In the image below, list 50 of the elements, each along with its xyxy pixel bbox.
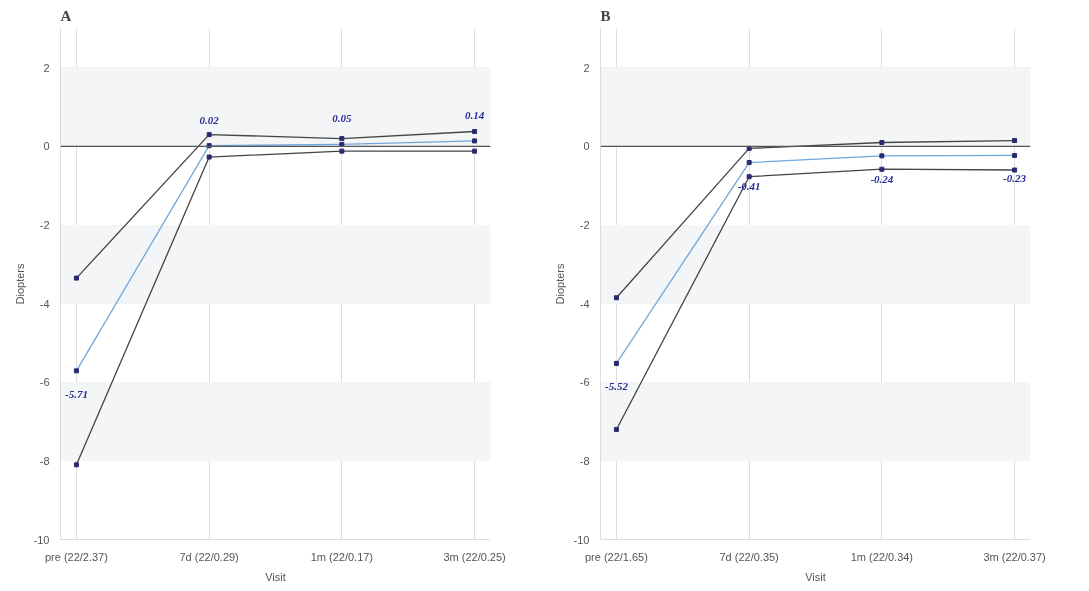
y-axis-title: Diopters [13, 263, 26, 305]
x-tick-label: 7d (22/0.29) [179, 550, 239, 563]
point [339, 148, 345, 154]
y-tick-label: -4 [579, 297, 590, 310]
data-label: 0.02 [199, 113, 220, 126]
y-tick-label: -4 [39, 297, 50, 310]
y-tick-label: -6 [579, 376, 590, 389]
x-tick-label: pre (22/1.65) [584, 550, 648, 563]
y-tick-label: 2 [583, 61, 590, 74]
y-tick-label: -2 [579, 219, 590, 232]
data-label: -0.24 [870, 172, 894, 185]
point [1012, 167, 1018, 173]
point [613, 426, 619, 432]
y-tick-label: 0 [43, 140, 50, 153]
point [1012, 138, 1018, 144]
x-tick-label: 7d (22/0.35) [719, 550, 779, 563]
y-tick-label: -10 [33, 533, 50, 546]
data-label: -0.23 [1003, 172, 1027, 185]
x-axis-title: Visit [265, 570, 286, 583]
point [339, 136, 345, 142]
x-tick-label: 3m (22/0.37) [983, 550, 1046, 563]
y-tick-label: -2 [39, 219, 50, 232]
chart-title: A [60, 7, 72, 24]
point [472, 128, 478, 134]
y-tick-label: -8 [579, 454, 590, 467]
x-axis-title: Visit [805, 570, 826, 583]
point [206, 132, 212, 138]
x-tick-label: pre (22/2.37) [44, 550, 108, 563]
point [613, 295, 619, 301]
y-tick-label: 2 [43, 61, 50, 74]
point [472, 148, 478, 154]
data-label: 0.05 [332, 112, 352, 125]
y-tick-label: 0 [583, 140, 590, 153]
point [206, 154, 212, 160]
data-label: 0.14 [464, 108, 485, 121]
point [879, 139, 885, 145]
y-axis-title: Diopters [553, 263, 566, 305]
point [746, 174, 752, 180]
data-label: -5.71 [64, 387, 88, 400]
point [73, 462, 79, 468]
x-tick-label: 1m (22/0.17) [310, 550, 374, 563]
point [73, 275, 79, 281]
y-tick-label: -10 [573, 533, 590, 546]
y-tick-label: -8 [39, 454, 50, 467]
x-tick-label: 3m (22/0.25) [443, 550, 506, 563]
y-tick-label: -6 [39, 376, 50, 389]
x-tick-label: 1m (22/0.34) [850, 550, 914, 563]
point [879, 166, 885, 172]
chart-title: B [600, 7, 611, 24]
data-label: -5.52 [604, 380, 629, 393]
